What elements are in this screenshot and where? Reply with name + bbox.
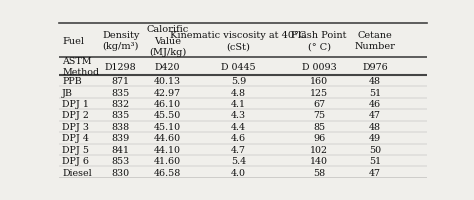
Text: PPB: PPB [62,77,82,86]
Text: 4.7: 4.7 [231,145,246,154]
Text: Fuel: Fuel [62,36,84,45]
Text: ASTM
Method: ASTM Method [62,57,100,77]
Text: Diesel: Diesel [62,168,92,177]
Text: DPJ 4: DPJ 4 [62,134,89,143]
Text: 45.10: 45.10 [154,122,181,131]
Text: 45.50: 45.50 [154,111,181,120]
Text: D 0093: D 0093 [302,62,337,71]
Text: 140: 140 [310,156,328,165]
Text: Flash Point
(° C): Flash Point (° C) [292,31,347,51]
Text: 102: 102 [310,145,328,154]
Text: 46.58: 46.58 [154,168,181,177]
Text: 830: 830 [112,168,130,177]
Text: 49: 49 [369,134,381,143]
Text: 4.1: 4.1 [231,100,246,109]
Text: JB: JB [62,88,73,97]
Text: D420: D420 [155,62,181,71]
Text: 44.60: 44.60 [154,134,181,143]
Text: D976: D976 [362,62,388,71]
Text: D 0445: D 0445 [221,62,255,71]
Text: 4.8: 4.8 [231,88,246,97]
Text: 67: 67 [313,100,325,109]
Text: 832: 832 [112,100,130,109]
Text: DPJ 5: DPJ 5 [62,145,89,154]
Text: 40.13: 40.13 [154,77,181,86]
Text: 841: 841 [112,145,130,154]
Text: 835: 835 [112,111,130,120]
Text: D1298: D1298 [105,62,137,71]
Text: 5.4: 5.4 [231,156,246,165]
Text: 4.0: 4.0 [231,168,246,177]
Text: DPJ 6: DPJ 6 [62,156,89,165]
Text: 41.60: 41.60 [154,156,181,165]
Text: 44.10: 44.10 [154,145,181,154]
Text: 839: 839 [112,134,130,143]
Text: 853: 853 [112,156,130,165]
Text: DPJ 1: DPJ 1 [62,100,89,109]
Text: 47: 47 [369,111,381,120]
Text: 48: 48 [369,77,381,86]
Text: 75: 75 [313,111,325,120]
Text: 871: 871 [112,77,130,86]
Text: 42.97: 42.97 [154,88,181,97]
Text: 160: 160 [310,77,328,86]
Text: 51: 51 [369,156,381,165]
Text: 48: 48 [369,122,381,131]
Text: Calorific
Value
(MJ/kg): Calorific Value (MJ/kg) [146,25,189,57]
Text: 4.4: 4.4 [231,122,246,131]
Text: 838: 838 [112,122,130,131]
Text: 835: 835 [112,88,130,97]
Text: 125: 125 [310,88,328,97]
Text: DPJ 2: DPJ 2 [62,111,89,120]
Text: Kinematic viscosity at 40°C
(cSt): Kinematic viscosity at 40°C (cSt) [170,31,306,51]
Text: 58: 58 [313,168,325,177]
Text: DPJ 3: DPJ 3 [62,122,89,131]
Text: 46: 46 [369,100,381,109]
Text: 85: 85 [313,122,325,131]
Text: 51: 51 [369,88,381,97]
Text: 50: 50 [369,145,381,154]
Text: 4.6: 4.6 [231,134,246,143]
Text: 4.3: 4.3 [231,111,246,120]
Text: 96: 96 [313,134,325,143]
Text: Cetane
Number: Cetane Number [355,31,396,51]
Text: 47: 47 [369,168,381,177]
Text: Density
(kg/m³): Density (kg/m³) [102,31,139,51]
Text: 46.10: 46.10 [154,100,181,109]
Text: 5.9: 5.9 [231,77,246,86]
